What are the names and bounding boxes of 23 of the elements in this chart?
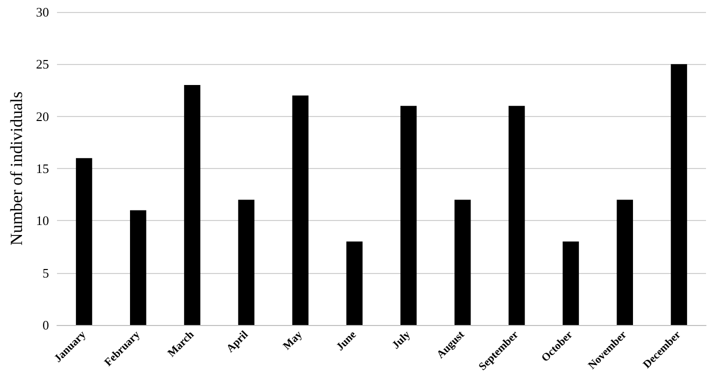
bar — [508, 106, 525, 325]
bar — [130, 210, 146, 325]
bar — [292, 95, 308, 325]
x-tick-label: May — [281, 328, 305, 352]
bar — [346, 242, 363, 325]
y-tick-label: 0 — [42, 318, 49, 332]
y-axis-title: Number of individuals — [7, 92, 26, 246]
y-tick-label: 20 — [36, 108, 49, 124]
y-tick-label: 5 — [42, 265, 49, 280]
y-tick-label: 10 — [36, 213, 49, 228]
bar — [400, 106, 417, 325]
bar — [562, 242, 579, 325]
bar — [184, 85, 200, 325]
y-tick-label: 15 — [36, 161, 49, 176]
y-tick-label: 25 — [36, 56, 49, 72]
bar — [76, 158, 92, 325]
x-tick-label: June — [334, 328, 359, 354]
bar — [616, 200, 633, 325]
y-tick-label: 30 — [36, 4, 49, 20]
bar — [670, 64, 688, 325]
x-tick-label: July — [390, 328, 414, 352]
bar — [454, 200, 471, 325]
bar — [238, 200, 254, 325]
